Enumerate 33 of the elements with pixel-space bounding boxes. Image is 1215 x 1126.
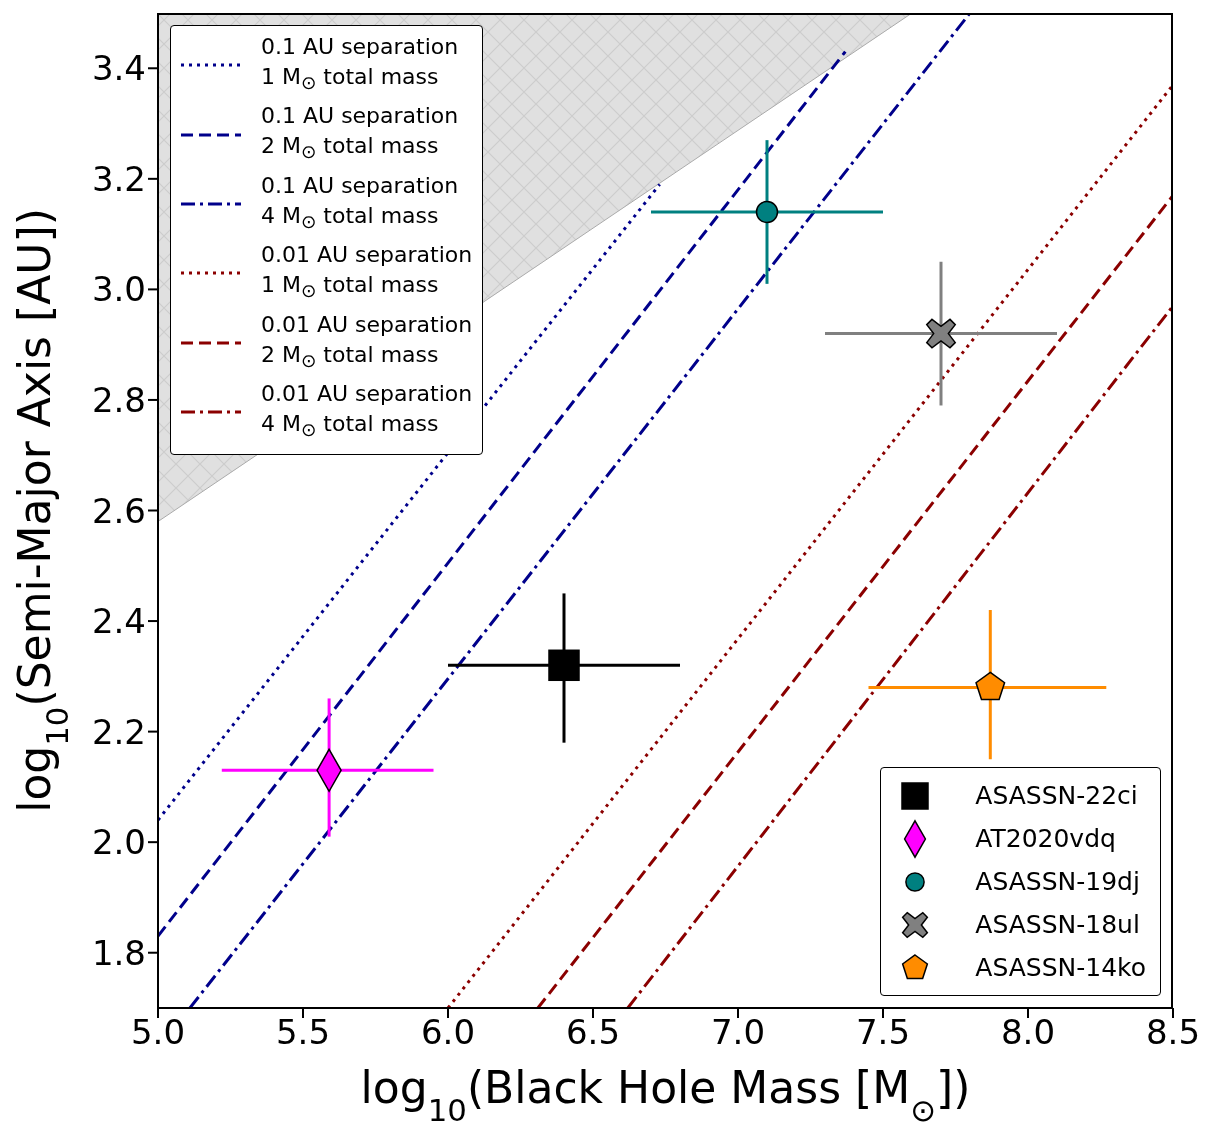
point <box>926 318 956 349</box>
y-tick-label: 1.8 <box>91 932 146 973</box>
y-tick-label: 3.4 <box>91 48 146 89</box>
point <box>548 649 580 682</box>
legend-label: ASASSN-19dj <box>975 867 1140 896</box>
x-tick-label: 6.0 <box>420 1012 476 1053</box>
legend-label: AT2020vdq <box>975 824 1116 853</box>
legend-label: ASASSN-22ci <box>975 781 1138 810</box>
y-tick-label: 2.8 <box>91 380 146 421</box>
y-tick-label: 3.2 <box>91 158 146 199</box>
x-tick-label: 5.5 <box>275 1012 331 1053</box>
y-tick-label: 3.0 <box>91 269 146 310</box>
legend-label: 0.1 AU separation 1 M$_{⊙}$ total mass <box>261 33 459 96</box>
y-tick-label: 2.6 <box>91 490 146 531</box>
legend-label: 0.01 AU separation 4 M$_{⊙}$ total mass <box>261 379 473 443</box>
legend-label: 0.1 AU separation 4 M$_{⊙}$ total mass <box>261 171 459 235</box>
x-tick-label: 6.5 <box>565 1012 621 1053</box>
x-tick-label: 8.5 <box>1145 1012 1201 1053</box>
x-tick-label: 7.5 <box>855 1012 911 1053</box>
y-tick-label: 2.4 <box>91 601 146 642</box>
point <box>755 200 779 224</box>
legend-label: 0.01 AU separation 1 M$_{⊙}$ total mass <box>261 241 473 304</box>
y-tick-label: 2.2 <box>91 711 146 752</box>
y-tick-label: 2.0 <box>91 822 146 863</box>
x-tick-label: 7.0 <box>710 1012 766 1053</box>
x-tick-label: 5.0 <box>130 1012 186 1053</box>
legend-label: ASASSN-18ul <box>975 910 1140 939</box>
legend-label: ASASSN-14ko <box>975 953 1146 982</box>
legend-label: 0.01 AU separation 2 M$_{⊙}$ total mass <box>261 310 473 373</box>
legend-label: 0.1 AU separation 2 M$_{⊙}$ total mass <box>261 102 459 165</box>
x-axis-title: log$_{10}$(Black Hole Mass [M$_{⊙}$]) <box>360 1062 971 1126</box>
x-tick-label: 8.0 <box>1000 1012 1056 1053</box>
point <box>975 671 1006 701</box>
